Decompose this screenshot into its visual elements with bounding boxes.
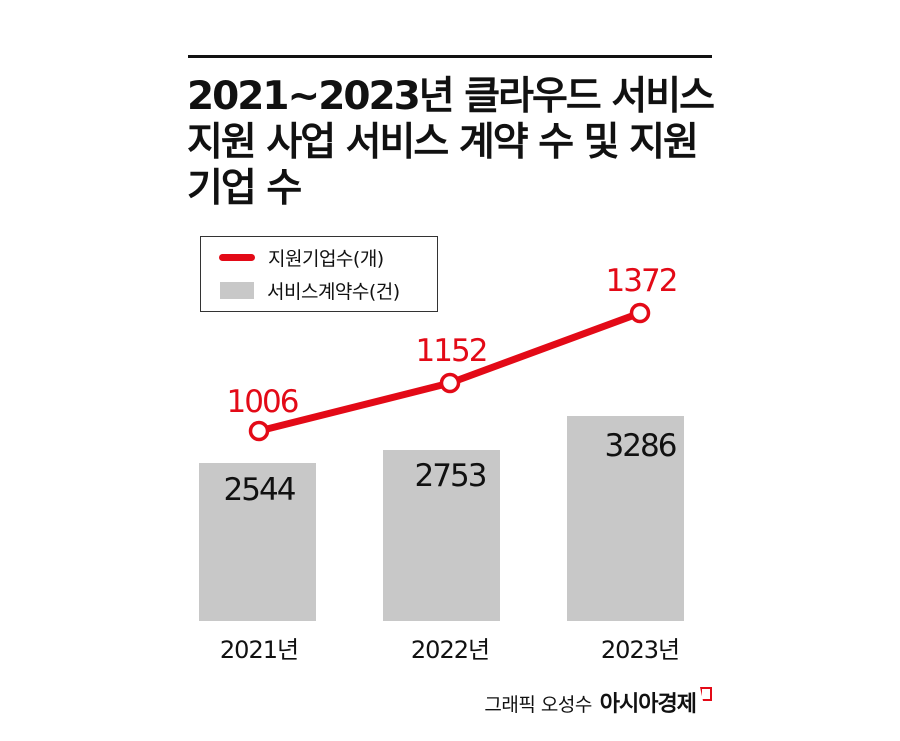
- line-marker-2021: [248, 420, 270, 442]
- x-axis-label-2023: 2023년: [600, 636, 680, 664]
- line-value-label-2023: 1372: [605, 263, 679, 299]
- legend: 지원기업수(개) 서비스계약수(건): [200, 236, 438, 312]
- legend-line-swatch-icon: [219, 253, 255, 261]
- x-axis-label-2022: 2022년: [410, 636, 490, 664]
- bar-value-label-2022: 2753: [414, 458, 488, 494]
- credit: 그래픽 오성수 아시아경제: [484, 686, 712, 718]
- brand-mark-icon: [700, 687, 712, 701]
- line-marker-2023: [629, 302, 651, 324]
- top-rule: [188, 55, 712, 58]
- bar-series: [199, 416, 684, 621]
- legend-label: 서비스계약수(건): [267, 280, 400, 303]
- credit-author: 그래픽 오성수: [484, 694, 592, 716]
- line-series: [248, 302, 651, 442]
- title-line-1: 2021~2023년 클라우드 서비스: [187, 74, 715, 119]
- legend-label: 지원기업수(개): [268, 247, 384, 270]
- x-axis-label-2021: 2021년: [219, 636, 299, 664]
- bar-value-label-2021: 2544: [223, 472, 297, 508]
- bar-2022: [383, 450, 500, 621]
- legend-item-bar: 서비스계약수(건): [219, 278, 400, 303]
- legend-item-line: 지원기업수(개): [219, 245, 384, 270]
- bar-2023: [567, 416, 684, 621]
- line-marker-2022: [439, 372, 461, 394]
- title-line-3: 기업 수: [187, 166, 302, 211]
- title-line-2: 지원 사업 서비스 계약 수 및 지원: [187, 120, 699, 165]
- legend-bar-swatch-icon: [220, 281, 254, 299]
- chart-title: 2021~2023년 클라우드 서비스 지원 사업 서비스 계약 수 및 지원 …: [187, 74, 727, 212]
- bar-2021: [199, 463, 316, 621]
- brand-logo-text: 아시아경제: [599, 692, 697, 717]
- line-value-label-2022: 1152: [415, 333, 489, 369]
- line-value-label-2021: 1006: [226, 384, 300, 420]
- bar-value-label-2023: 3286: [604, 428, 678, 464]
